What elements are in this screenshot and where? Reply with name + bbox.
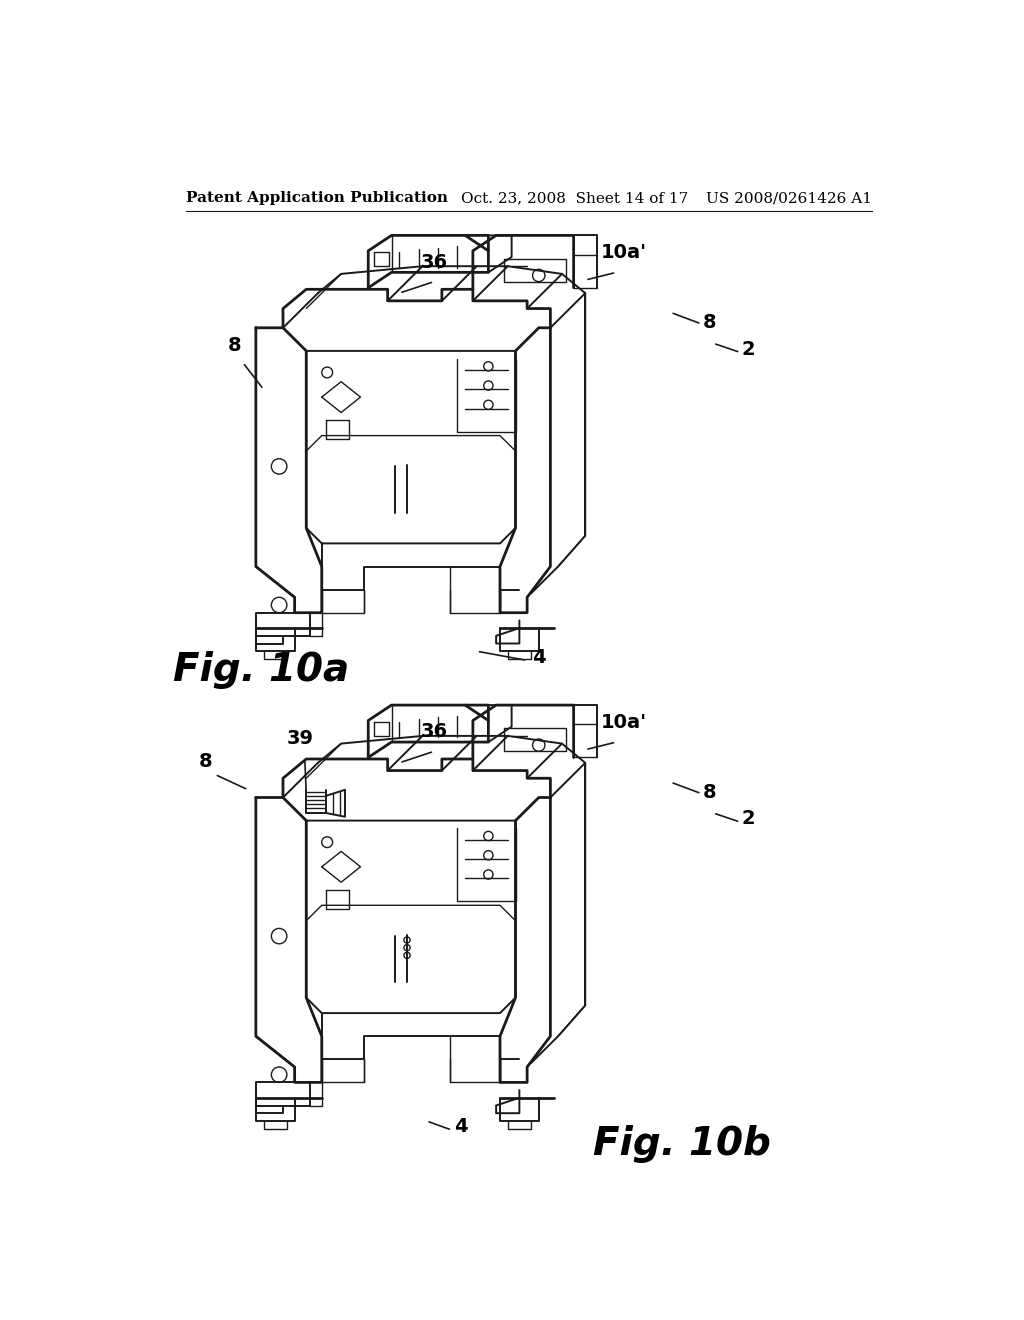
Text: 8: 8 [228, 335, 242, 355]
Text: Fig. 10b: Fig. 10b [593, 1125, 771, 1163]
Text: 2: 2 [741, 339, 755, 359]
Text: 10a': 10a' [601, 243, 647, 263]
Text: 8: 8 [702, 313, 716, 331]
Text: 4: 4 [531, 648, 546, 667]
Text: 2: 2 [741, 809, 755, 829]
Text: 36: 36 [421, 252, 447, 272]
Text: Fig. 10a: Fig. 10a [173, 651, 349, 689]
Text: 10a': 10a' [601, 713, 647, 733]
Text: 4: 4 [455, 1118, 468, 1137]
Text: 36: 36 [421, 722, 447, 742]
Text: 8: 8 [702, 783, 716, 801]
Text: 8: 8 [199, 751, 212, 771]
Text: Patent Application Publication: Patent Application Publication [186, 191, 449, 206]
Text: Oct. 23, 2008  Sheet 14 of 17: Oct. 23, 2008 Sheet 14 of 17 [461, 191, 688, 206]
Text: 39: 39 [287, 729, 313, 747]
Text: US 2008/0261426 A1: US 2008/0261426 A1 [706, 191, 872, 206]
